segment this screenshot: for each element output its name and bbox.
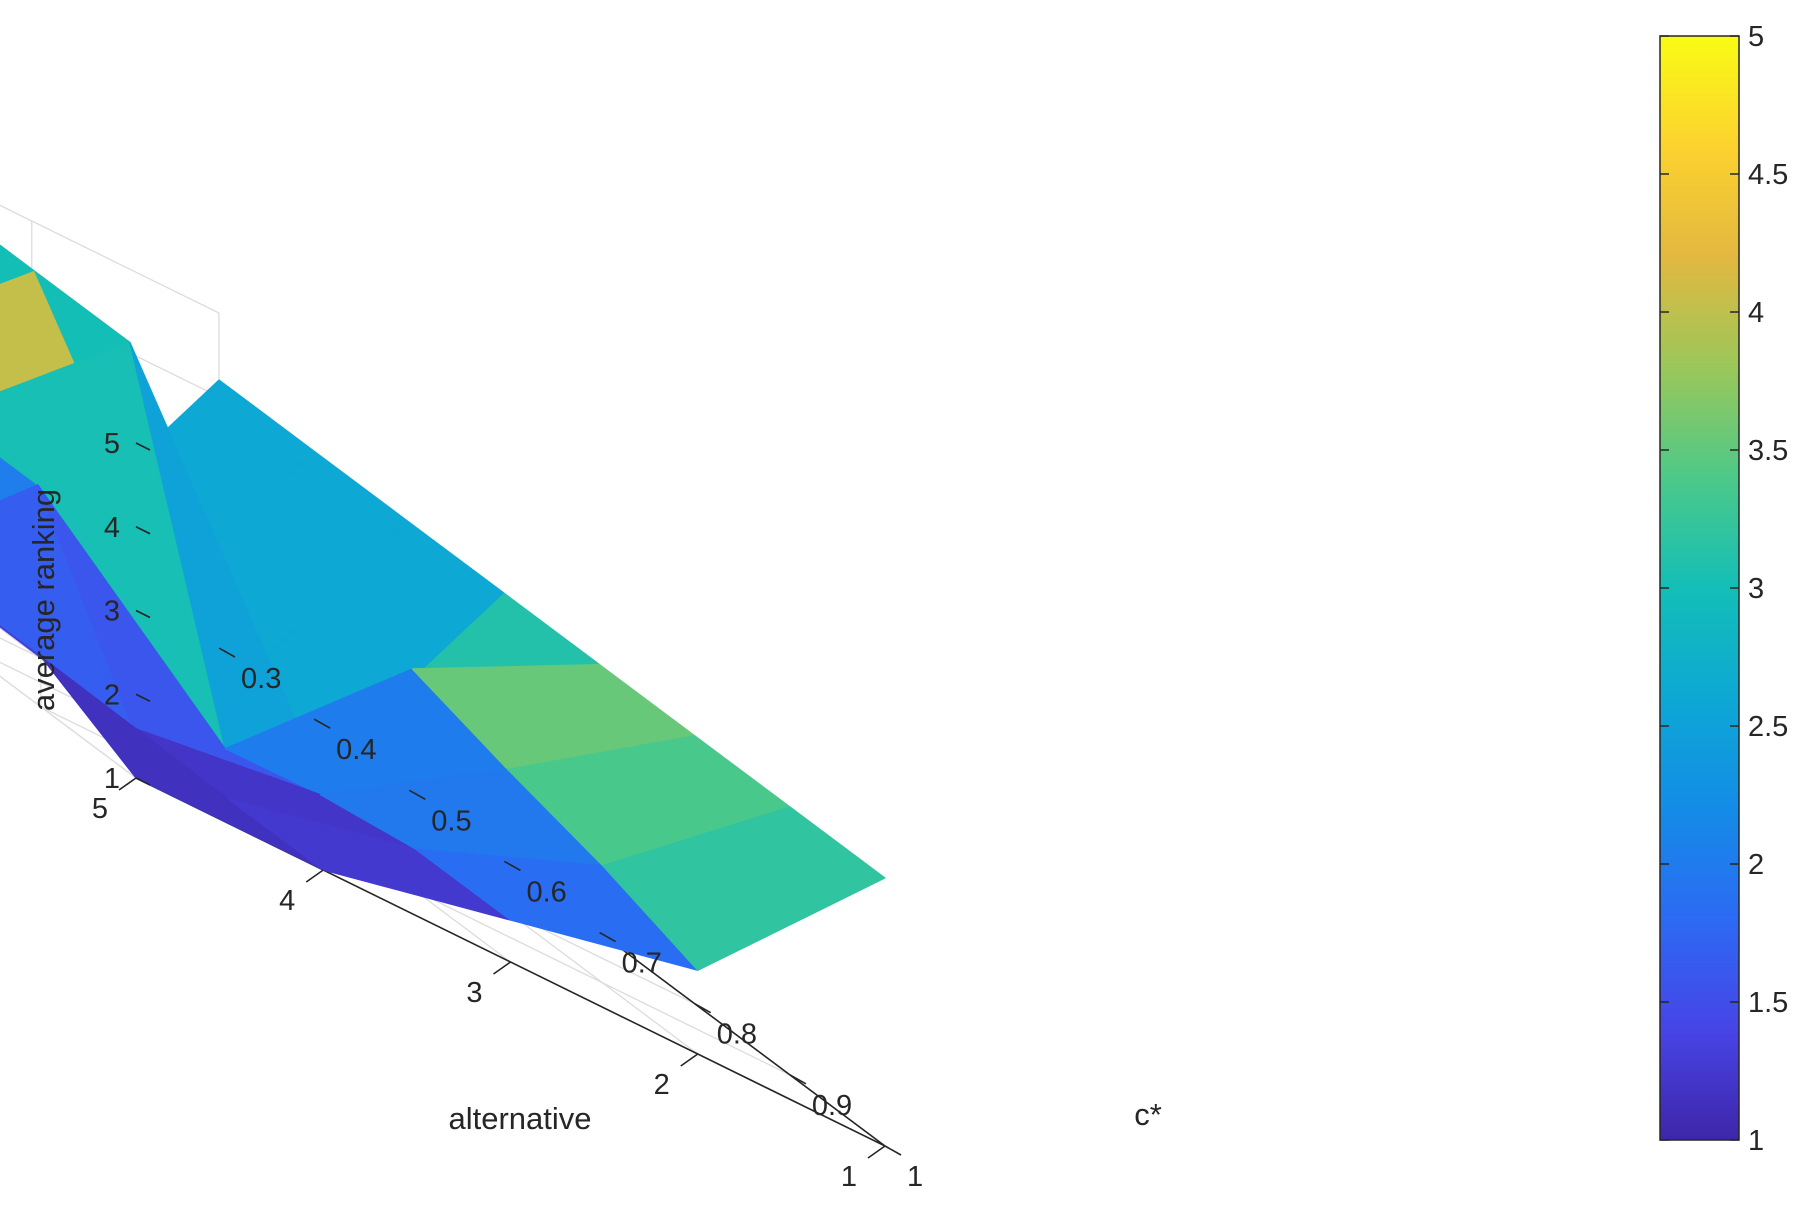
c-tick-mark bbox=[599, 931, 616, 943]
c-tick-mark bbox=[504, 860, 521, 872]
alternative-tick-mark bbox=[493, 961, 511, 975]
colorbar-tick-label: 5 bbox=[1748, 21, 1764, 53]
c-tick-label: 0.7 bbox=[622, 948, 662, 980]
z-tick-mark bbox=[135, 693, 151, 702]
c-tick-label: 0.6 bbox=[526, 876, 566, 908]
axis-labels: c* alternative average ranking bbox=[26, 489, 1162, 1136]
alternative-tick-mark bbox=[305, 869, 324, 883]
colorbar-tick-label: 2.5 bbox=[1748, 711, 1788, 743]
c-tick-mark bbox=[789, 1074, 807, 1085]
c-tick-label: 0.4 bbox=[336, 734, 376, 766]
c-tick-mark bbox=[694, 1003, 712, 1014]
c-tick-mark bbox=[408, 789, 426, 800]
surface-plot bbox=[0, 244, 886, 971]
colorbar-tick-label: 3 bbox=[1748, 573, 1764, 605]
z-tick-label: 4 bbox=[104, 512, 120, 544]
colorbar-tick-label: 4 bbox=[1748, 297, 1764, 329]
colorbar-tick-label: 1 bbox=[1748, 1125, 1764, 1157]
z-tick-label: 1 bbox=[104, 763, 120, 795]
alternative-tick-label: 2 bbox=[654, 1069, 670, 1101]
z-tick-mark bbox=[135, 526, 151, 535]
c-tick-label: 0.3 bbox=[241, 663, 281, 695]
colorbar-ticks: 1 1.5 2 2.5 3 3.5 4 4.5 5 bbox=[1660, 21, 1788, 1157]
alternative-tick-label: 4 bbox=[279, 885, 295, 917]
colorbar-tick-label: 3.5 bbox=[1748, 435, 1788, 467]
alternative-tick-mark bbox=[867, 1145, 886, 1159]
alternative-tick-label: 5 bbox=[92, 793, 108, 825]
alternative-tick-mark bbox=[118, 777, 137, 791]
c-tick-label: 0.5 bbox=[431, 805, 471, 837]
z-tick-label: 5 bbox=[104, 428, 120, 460]
alternative-tick-label: 3 bbox=[466, 977, 482, 1009]
z-tick-mark bbox=[135, 609, 151, 619]
c-tick-label: 0.8 bbox=[717, 1019, 757, 1051]
colorbar-tick-label: 1.5 bbox=[1748, 987, 1788, 1019]
alternative-tick-label: 1 bbox=[841, 1161, 857, 1193]
x-axis-label: c* bbox=[1134, 1097, 1162, 1132]
z-tick-label: 2 bbox=[104, 679, 120, 711]
colorbar-scale bbox=[1659, 35, 1740, 1141]
colorbar-tick-label: 2 bbox=[1748, 849, 1764, 881]
z-axis-label: average ranking bbox=[26, 489, 61, 711]
grid-line bbox=[0, 675, 137, 779]
alternative-tick-mark bbox=[680, 1053, 699, 1067]
colorbar: 1 1.5 2 2.5 3 3.5 4 4.5 5 bbox=[1659, 21, 1788, 1157]
colorbar-tick-label: 4.5 bbox=[1748, 159, 1788, 191]
c-tick-mark bbox=[884, 1145, 902, 1156]
z-tick-label: 3 bbox=[104, 596, 120, 628]
c-tick-label: 0.9 bbox=[812, 1090, 852, 1122]
z-tick-mark bbox=[135, 442, 151, 451]
z-tick-mark bbox=[135, 777, 151, 786]
c-tick-mark bbox=[313, 718, 331, 729]
c-tick-label: 1 bbox=[907, 1161, 923, 1193]
y-axis-label: alternative bbox=[448, 1101, 591, 1136]
c-tick-mark bbox=[218, 647, 236, 658]
surface-patch bbox=[601, 806, 886, 971]
